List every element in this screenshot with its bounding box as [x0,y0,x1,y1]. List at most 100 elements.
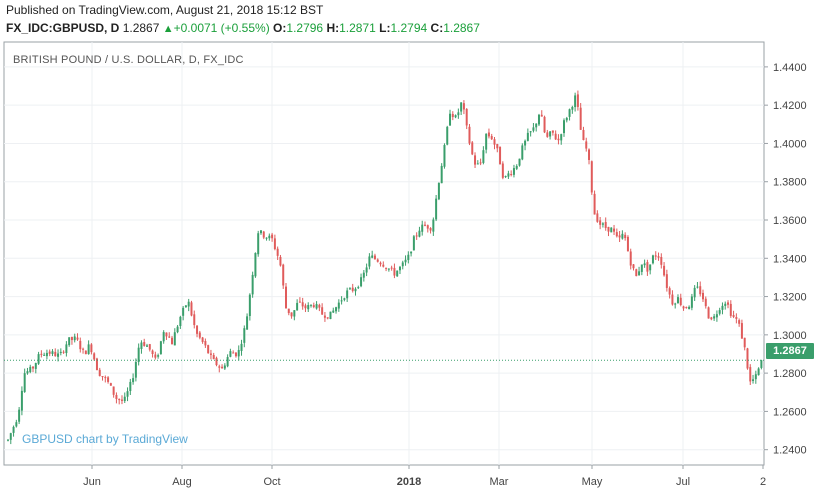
candle-body [424,224,426,226]
candle-body [273,238,276,250]
candle-body [379,262,382,265]
candle-body [735,317,738,319]
candle-body [368,256,371,267]
candle-body [524,140,527,146]
candle-body [373,255,376,260]
candle-body [32,366,35,369]
candle-body [752,379,755,381]
candle-body [543,116,546,133]
candle-body [365,267,368,273]
candle-body [165,332,168,337]
close-value: 1.2867 [443,21,480,35]
candle-body [496,144,499,149]
candle-body [601,223,604,225]
candle-body [79,340,82,350]
candle-body [154,354,157,358]
candle-body [593,193,596,215]
candle-body [287,308,290,314]
high-label: H: [326,21,340,35]
candle-body [12,426,15,433]
candle-body [490,136,493,140]
candle-body [262,231,265,238]
candle-body [382,264,385,267]
candle-body [332,310,335,313]
candle-body [248,294,251,316]
candle-body [563,120,565,134]
candle-body [323,315,326,318]
candle-body [574,95,577,108]
candle-body [510,174,513,176]
candle-body [23,373,26,392]
candle-body [404,259,407,263]
candle-body [40,353,43,355]
symbol-line: FX_IDC:GBPUSD, D 1.2867 ▲+0.0071 (+0.55%… [6,21,480,35]
candle-body [699,286,702,295]
candle-body [20,390,23,411]
candle-body [109,383,112,386]
candle-body [129,381,132,392]
candle-body [179,316,182,326]
candle-body [482,150,485,163]
candle-body [560,134,563,141]
y-tick-label: 1.3600 [773,215,807,227]
candle-body [209,353,212,355]
candle-body [301,302,304,307]
candle-body [45,352,48,357]
candle-body [554,133,557,140]
candle-body [190,302,193,316]
candle-body [551,130,554,133]
candle-body [565,117,568,121]
candle-body [540,114,543,117]
candle-body [685,307,688,309]
candle-body [132,378,135,383]
candle-body [746,348,749,369]
candle-body [468,126,471,144]
candle-body [449,113,452,126]
candle-body [732,315,735,317]
candle-body [148,344,151,350]
candle-body [435,198,438,220]
candle-body [568,109,571,117]
candle-body [727,302,730,305]
candle-body [240,343,243,351]
candle-body [479,162,482,164]
candle-body [7,439,9,441]
candle-body [521,145,524,160]
candle-body [529,131,532,133]
candle-body [68,337,71,346]
candle-body [757,368,760,376]
candle-body [740,323,743,339]
x-tick-label: 2018 [397,476,421,488]
candle-body [607,226,610,232]
candle-body [621,233,624,239]
candle-body [48,351,51,354]
candle-body [610,227,613,233]
candle-body [407,254,410,261]
candle-body [360,277,363,287]
symbol-name: FX_IDC:GBPUSD, D [6,21,120,35]
candle-body [212,355,215,359]
candle-body [337,302,340,309]
candle-body [57,353,60,357]
candle-body [412,236,415,251]
candle-body [182,307,185,316]
candle-body [660,256,663,265]
candle-body [237,350,240,357]
candle-body [362,272,365,278]
candle-body [285,286,287,309]
candle-body [390,267,393,269]
candle-body [73,336,76,341]
watermark[interactable]: GBPUSD chart by TradingView [22,432,188,446]
candle-body [724,303,727,306]
candle-body [65,344,68,354]
x-tick-label: Mar [490,476,509,488]
candle-body [501,163,504,178]
candle-body [376,259,379,262]
candle-body [296,302,299,311]
candle-body [532,127,535,131]
candle-body [713,316,716,319]
candle-body [354,288,357,292]
candle-body [218,366,221,368]
candle-body [310,304,313,306]
